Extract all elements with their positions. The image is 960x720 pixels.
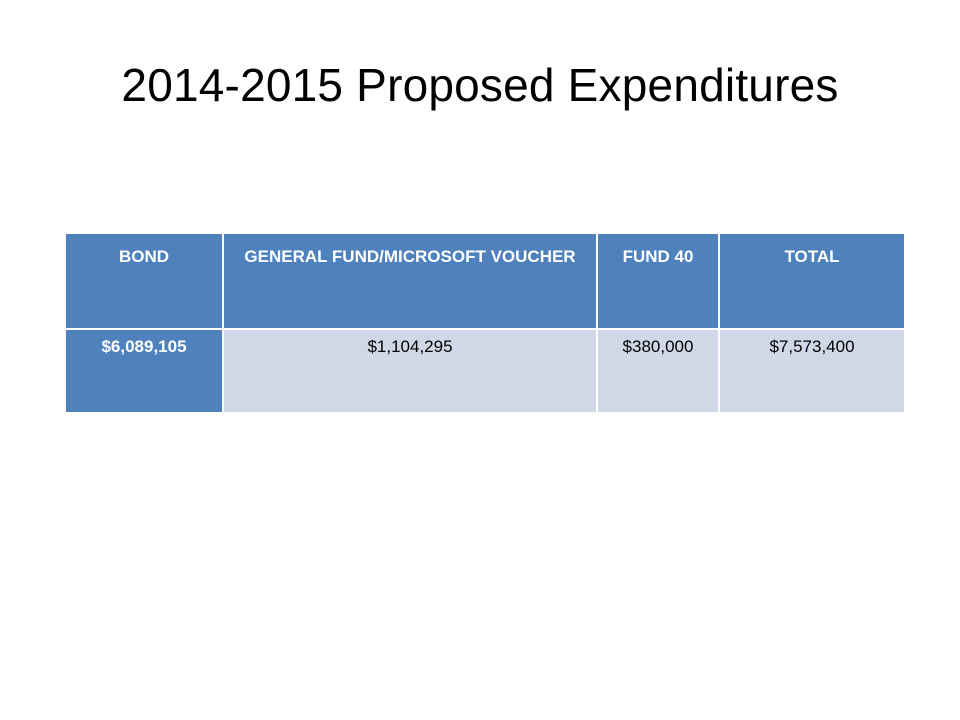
cell-bond-amount: $6,089,105 <box>64 328 224 414</box>
table-body: $6,089,105 $1,104,295 $380,000 $7,573,40… <box>64 328 906 414</box>
header-row: BOND GENERAL FUND/MICROSOFT VOUCHER FUND… <box>64 232 906 330</box>
header-general-fund: GENERAL FUND/MICROSOFT VOUCHER <box>222 232 598 330</box>
header-bond: BOND <box>64 232 224 330</box>
table-row: $6,089,105 $1,104,295 $380,000 $7,573,40… <box>64 328 906 414</box>
slide-title: 2014-2015 Proposed Expenditures <box>121 59 839 111</box>
table-header: BOND GENERAL FUND/MICROSOFT VOUCHER FUND… <box>64 232 906 330</box>
header-fund-40: FUND 40 <box>596 232 720 330</box>
cell-general-fund-amount: $1,104,295 <box>222 328 598 414</box>
cell-fund-40-amount: $380,000 <box>596 328 720 414</box>
cell-total-amount: $7,573,400 <box>718 328 906 414</box>
header-total: TOTAL <box>718 232 906 330</box>
expenditures-table: BOND GENERAL FUND/MICROSOFT VOUCHER FUND… <box>64 232 906 414</box>
